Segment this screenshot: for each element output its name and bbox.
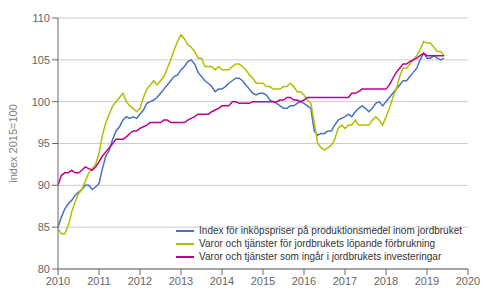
svg-text:105: 105 <box>32 54 50 66</box>
svg-text:2018: 2018 <box>374 275 398 287</box>
svg-text:2013: 2013 <box>169 275 193 287</box>
svg-text:2012: 2012 <box>128 275 152 287</box>
svg-text:2020: 2020 <box>456 275 480 287</box>
svg-text:2016: 2016 <box>292 275 316 287</box>
svg-text:110: 110 <box>32 12 50 24</box>
svg-text:2010: 2010 <box>46 275 70 287</box>
svg-text:100: 100 <box>32 96 50 108</box>
svg-text:2019: 2019 <box>415 275 439 287</box>
svg-text:95: 95 <box>38 137 50 149</box>
svg-text:90: 90 <box>38 179 50 191</box>
svg-text:2017: 2017 <box>333 275 357 287</box>
html-text:Varor och tjänster som ingår i: Varor och tjänster som ingår i jordbruke… <box>199 251 442 262</box>
svg-text:index 2015=100: index 2015=100 <box>8 104 19 183</box>
svg-text:2015: 2015 <box>251 275 275 287</box>
html-text:Varor och tjänster för jordbru: Varor och tjänster för jordbrukets löpan… <box>199 238 436 249</box>
svg-text:2014: 2014 <box>210 275 234 287</box>
svg-text:80: 80 <box>38 263 50 275</box>
svg-text:2011: 2011 <box>87 275 111 287</box>
html-text:Index för inköpspriser på prod: Index för inköpspriser på produktionsmed… <box>199 225 462 236</box>
svg-text:85: 85 <box>38 221 50 233</box>
